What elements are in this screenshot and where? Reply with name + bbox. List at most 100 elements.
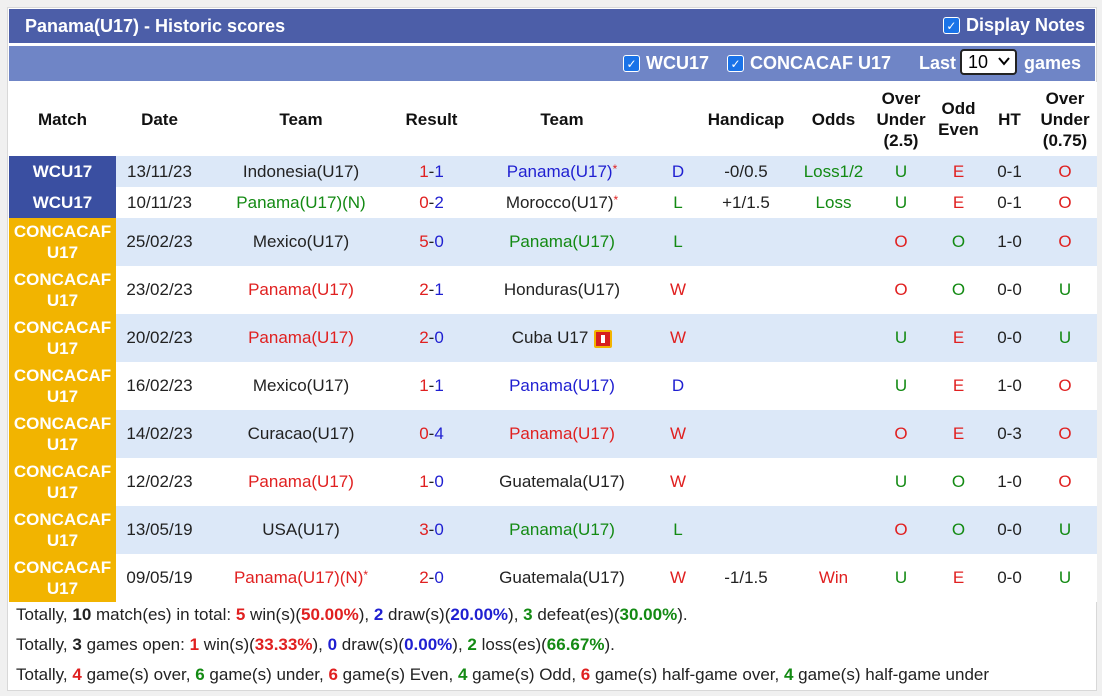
table-row[interactable]: CONCACAF U17 23/02/23 Panama(U17) 2-1 Hondur… (9, 266, 1097, 314)
away-score: 0 (434, 472, 444, 491)
competition-badge[interactable]: CONCACAF U17 (9, 554, 116, 602)
away-team-name[interactable]: Panama(U17) (509, 232, 615, 251)
table-row[interactable]: CONCACAF U17 13/05/19 USA(U17) 3-0 Panama(U1… (9, 506, 1097, 554)
competition-badge[interactable]: CONCACAF U17 (9, 506, 116, 554)
summary-segment: 6 (195, 665, 205, 684)
result-cell[interactable]: 2-0 (399, 314, 464, 362)
over-under-25: O (871, 506, 931, 554)
summary-segment: ), (358, 605, 374, 624)
home-score: 3 (419, 520, 429, 539)
away-team-name[interactable]: Guatemala(U17) (499, 472, 625, 491)
result-cell[interactable]: 0-4 (399, 410, 464, 458)
result-cell[interactable]: 0-2 (399, 187, 464, 218)
competition-badge[interactable]: CONCACAF U17 (9, 218, 116, 266)
col-handicap: Handicap (696, 82, 796, 156)
away-team-cell[interactable]: Honduras(U17) (464, 266, 660, 314)
col-odds: Odds (796, 82, 871, 156)
odd-even: E (931, 410, 986, 458)
col-wl (660, 82, 696, 156)
away-team-name[interactable]: Panama(U17) (509, 424, 615, 443)
summary-segment: game(s) Odd, (467, 665, 581, 684)
away-team-cell[interactable]: Panama(U17) (464, 218, 660, 266)
home-team-cell[interactable]: Panama(U17)(N)* (203, 554, 399, 602)
home-team-cell[interactable]: Curacao(U17) (203, 410, 399, 458)
home-team-cell[interactable]: Panama(U17)(N) (203, 187, 399, 218)
over-under-25: O (871, 266, 931, 314)
result-cell[interactable]: 1-1 (399, 362, 464, 410)
competition-badge[interactable]: WCU17 (9, 187, 116, 218)
away-team-cell[interactable]: Panama(U17) (464, 506, 660, 554)
home-team-cell[interactable]: USA(U17) (203, 506, 399, 554)
score-separator: - (428, 232, 435, 251)
away-team-name[interactable]: Panama(U17) (506, 161, 613, 181)
home-team-cell[interactable]: Mexico(U17) (203, 362, 399, 410)
filter-wcu17[interactable]: ✓ WCU17 (623, 53, 709, 74)
result-cell[interactable]: 2-1 (399, 266, 464, 314)
table-row[interactable]: CONCACAF U17 09/05/19 Panama(U17)(N)* 2-0 Gu… (9, 554, 1097, 602)
odds-result (796, 410, 871, 458)
home-team-name[interactable]: Curacao(U17) (247, 424, 355, 443)
away-team-cell[interactable]: Panama(U17) (464, 362, 660, 410)
summary-segment: game(s) Even, (337, 665, 458, 684)
over-under-25: O (871, 218, 931, 266)
table-row[interactable]: CONCACAF U17 20/02/23 Panama(U17) 2-0 Cuba U… (9, 314, 1097, 362)
home-team-cell[interactable]: Panama(U17) (203, 266, 399, 314)
concacaf-checkbox[interactable]: ✓ (727, 55, 744, 72)
away-team-cell[interactable]: Morocco(U17)* (464, 187, 660, 218)
home-team-name[interactable]: Panama(U17) (248, 280, 354, 299)
away-team-name[interactable]: Guatemala(U17) (499, 568, 625, 587)
away-team-name[interactable]: Morocco(U17) (505, 192, 614, 212)
result-cell[interactable]: 3-0 (399, 506, 464, 554)
table-row[interactable]: WCU17 10/11/23 Panama(U17)(N) 0-2 Morocco(U1… (9, 187, 1097, 218)
home-team-cell[interactable]: Mexico(U17) (203, 218, 399, 266)
home-team-cell[interactable]: Panama(U17) (203, 458, 399, 506)
home-team-cell[interactable]: Panama(U17) (203, 314, 399, 362)
table-row[interactable]: CONCACAF U17 25/02/23 Mexico(U17) 5-0 Panama… (9, 218, 1097, 266)
result-cell[interactable]: 1-0 (399, 458, 464, 506)
table-row[interactable]: CONCACAF U17 16/02/23 Mexico(U17) 1-1 Panama… (9, 362, 1097, 410)
display-notes-checkbox[interactable]: ✓ (942, 17, 960, 34)
away-team-cell[interactable]: Cuba U17 (464, 314, 660, 362)
away-team-cell[interactable]: Guatemala(U17) (464, 554, 660, 602)
score-separator: - (428, 161, 435, 181)
home-score: 0 (419, 424, 429, 443)
competition-badge[interactable]: CONCACAF U17 (9, 458, 116, 506)
table-row[interactable]: WCU17 13/11/23 Indonesia(U17) 1-1 Panama(U17… (9, 156, 1097, 187)
competition-badge[interactable]: WCU17 (9, 156, 116, 187)
summary-segment: 6 (328, 665, 338, 684)
home-team-name[interactable]: Panama(U17) (248, 472, 354, 491)
home-team-name[interactable]: USA(U17) (262, 520, 340, 539)
summary-segment: 66.67% (546, 635, 605, 654)
result-cell[interactable]: 1-1 (399, 156, 464, 187)
home-team-name[interactable]: Indonesia(U17) (242, 161, 360, 181)
home-team-name[interactable]: Panama(U17) (248, 328, 354, 347)
filter-concacaf[interactable]: ✓ CONCACAF U17 (727, 53, 891, 74)
home-team-name[interactable]: Mexico(U17) (252, 376, 350, 395)
home-team-name[interactable]: Mexico(U17) (252, 232, 350, 251)
away-team-name[interactable]: Cuba U17 (511, 328, 589, 347)
competition-label: CONCACAF U17 (13, 414, 112, 454)
competition-badge[interactable]: CONCACAF U17 (9, 266, 116, 314)
result-cell[interactable]: 5-0 (399, 218, 464, 266)
home-team-name[interactable]: Panama(U17)(N) (233, 568, 364, 587)
competition-badge[interactable]: CONCACAF U17 (9, 410, 116, 458)
wcu17-label: WCU17 (646, 53, 710, 73)
col-match: Match (9, 82, 116, 156)
competition-badge[interactable]: CONCACAF U17 (9, 362, 116, 410)
home-team-name[interactable]: Panama(U17)(N) (236, 192, 366, 212)
away-team-cell[interactable]: Guatemala(U17) (464, 458, 660, 506)
away-team-name[interactable]: Honduras(U17) (503, 280, 621, 299)
home-team-cell[interactable]: Indonesia(U17) (203, 156, 399, 187)
away-team-cell[interactable]: Panama(U17) (464, 410, 660, 458)
wcu17-checkbox[interactable]: ✓ (623, 55, 640, 72)
table-row[interactable]: CONCACAF U17 12/02/23 Panama(U17) 1-0 Guatem… (9, 458, 1097, 506)
away-team-name[interactable]: Panama(U17) (509, 520, 615, 539)
games-label: games (1024, 53, 1082, 73)
result-cell[interactable]: 2-0 (399, 554, 464, 602)
away-team-name[interactable]: Panama(U17) (509, 376, 615, 395)
games-count-select[interactable]: 10 (960, 49, 1017, 75)
away-team-cell[interactable]: Panama(U17)* (464, 156, 660, 187)
display-notes-toggle[interactable]: ✓ Display Notes (942, 15, 1085, 36)
competition-badge[interactable]: CONCACAF U17 (9, 314, 116, 362)
table-row[interactable]: CONCACAF U17 14/02/23 Curacao(U17) 0-4 Panam… (9, 410, 1097, 458)
